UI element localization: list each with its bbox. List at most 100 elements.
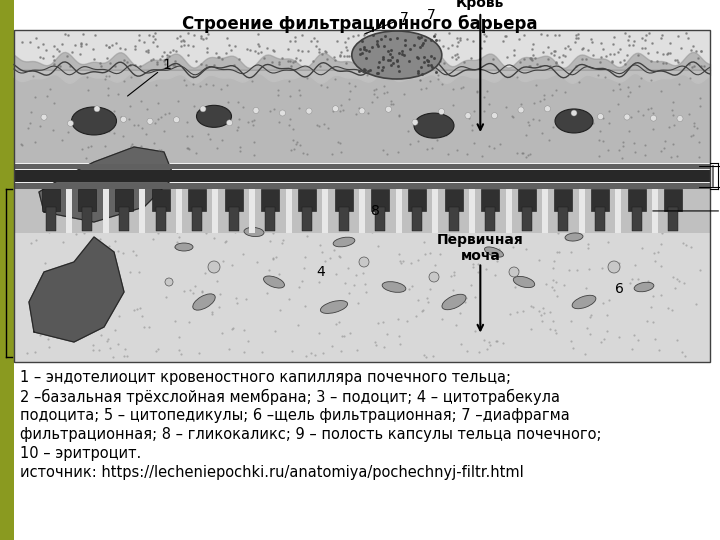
Point [103,71,114,80]
Point [527,51,539,59]
Point [48,126,59,135]
Point [673,79,685,88]
Point [356,219,368,228]
Point [350,271,361,279]
Point [71,330,83,339]
Point [671,336,683,345]
Point [562,225,574,234]
Point [422,298,433,306]
Point [168,61,179,70]
Point [447,101,459,110]
Point [608,50,620,58]
Point [536,310,547,319]
Point [285,146,297,154]
Point [412,136,423,145]
Point [514,226,526,235]
Point [169,242,181,251]
Point [187,79,199,88]
Point [130,251,142,260]
Point [562,215,573,224]
Point [549,47,560,56]
Point [181,132,193,140]
Point [693,138,705,146]
Point [393,48,405,57]
Point [158,57,170,65]
Point [109,237,121,246]
Point [220,238,231,247]
Point [657,59,669,68]
Point [456,84,467,93]
Point [74,50,86,59]
Point [538,308,549,317]
Point [393,111,405,119]
Point [343,78,354,87]
Point [352,299,364,307]
Point [474,318,486,327]
Point [423,57,434,66]
Text: Строение фильтрационного барьера: Строение фильтрационного барьера [182,15,538,33]
Point [96,118,107,127]
Point [645,76,657,85]
Point [216,328,228,337]
Point [277,236,289,245]
Point [273,59,284,68]
Point [567,344,579,353]
Bar [481,190,499,211]
Point [622,83,634,91]
Bar [559,207,569,231]
Point [377,145,389,154]
Point [217,54,228,63]
Point [132,121,143,130]
Point [123,114,135,123]
Point [341,46,353,55]
Point [18,222,30,231]
Point [559,44,570,52]
Point [30,33,42,42]
Point [223,345,235,353]
Point [261,44,272,52]
Circle shape [598,113,603,119]
Point [150,347,162,355]
Bar [14,164,710,170]
Point [537,304,549,313]
Point [489,144,500,152]
Point [292,321,304,329]
Point [142,105,153,113]
Point [59,30,71,38]
Point [624,127,635,136]
Point [369,85,380,94]
Point [639,141,651,150]
Point [182,144,194,152]
Point [636,34,647,43]
Point [173,232,184,241]
Point [667,110,678,119]
Point [368,89,379,98]
Point [187,71,199,80]
Point [507,243,518,252]
Point [156,52,168,60]
Point [511,72,523,81]
Point [559,51,571,60]
Point [420,36,431,44]
Point [405,34,417,43]
Text: 8: 8 [372,204,380,218]
Point [87,340,99,349]
Point [401,317,413,326]
Point [103,43,114,51]
Point [468,37,480,45]
Point [628,139,639,147]
Point [680,29,692,38]
Point [360,45,372,54]
Point [317,248,328,257]
Point [385,45,397,54]
Point [459,298,471,306]
Point [384,49,396,58]
Point [127,306,139,314]
Point [490,271,501,280]
Point [416,69,428,78]
Point [645,302,657,311]
Point [118,352,130,360]
Point [331,37,343,46]
Bar [266,207,276,231]
Point [595,338,607,346]
